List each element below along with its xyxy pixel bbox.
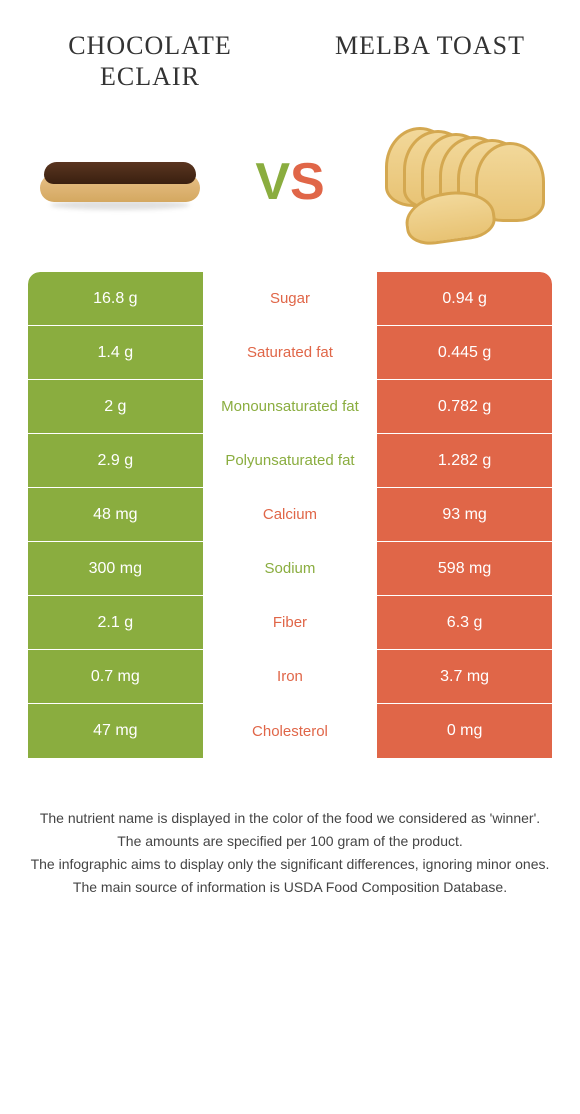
nutrient-label: Monounsaturated fat bbox=[203, 380, 378, 433]
value-left: 2.1 g bbox=[28, 596, 203, 649]
footnote-line: The infographic aims to display only the… bbox=[28, 854, 552, 875]
nutrient-label: Iron bbox=[203, 650, 378, 703]
value-right: 598 mg bbox=[377, 542, 552, 595]
value-left: 2.9 g bbox=[28, 434, 203, 487]
table-row: 1.4 gSaturated fat0.445 g bbox=[28, 326, 552, 380]
value-right: 3.7 mg bbox=[377, 650, 552, 703]
nutrient-label: Sugar bbox=[203, 272, 378, 325]
value-right: 6.3 g bbox=[377, 596, 552, 649]
value-left: 16.8 g bbox=[28, 272, 203, 325]
table-row: 300 mgSodium598 mg bbox=[28, 542, 552, 596]
value-left: 48 mg bbox=[28, 488, 203, 541]
vs-label: VS bbox=[255, 152, 324, 212]
table-row: 0.7 mgIron3.7 mg bbox=[28, 650, 552, 704]
value-right: 0.445 g bbox=[377, 326, 552, 379]
nutrient-label: Sodium bbox=[203, 542, 378, 595]
value-right: 0.782 g bbox=[377, 380, 552, 433]
value-right: 0 mg bbox=[377, 704, 552, 758]
value-right: 93 mg bbox=[377, 488, 552, 541]
nutrition-table: 16.8 gSugar0.94 g1.4 gSaturated fat0.445… bbox=[28, 272, 552, 758]
table-row: 2.1 gFiber6.3 g bbox=[28, 596, 552, 650]
title-left: CHOCOLATE ECLAIR bbox=[50, 30, 250, 92]
nutrient-label: Fiber bbox=[203, 596, 378, 649]
footnote-line: The amounts are specified per 100 gram o… bbox=[28, 831, 552, 852]
melba-image bbox=[370, 122, 550, 242]
table-row: 48 mgCalcium93 mg bbox=[28, 488, 552, 542]
nutrient-label: Calcium bbox=[203, 488, 378, 541]
footnote-line: The nutrient name is displayed in the co… bbox=[28, 808, 552, 829]
table-row: 2.9 gPolyunsaturated fat1.282 g bbox=[28, 434, 552, 488]
vs-v: V bbox=[255, 153, 290, 211]
value-left: 2 g bbox=[28, 380, 203, 433]
vs-s: S bbox=[290, 153, 325, 211]
nutrient-label: Cholesterol bbox=[203, 704, 378, 758]
header: CHOCOLATE ECLAIR MELBA TOAST bbox=[0, 0, 580, 102]
value-left: 300 mg bbox=[28, 542, 203, 595]
table-row: 2 gMonounsaturated fat0.782 g bbox=[28, 380, 552, 434]
value-right: 0.94 g bbox=[377, 272, 552, 325]
table-row: 47 mgCholesterol0 mg bbox=[28, 704, 552, 758]
value-left: 1.4 g bbox=[28, 326, 203, 379]
value-left: 47 mg bbox=[28, 704, 203, 758]
footnotes: The nutrient name is displayed in the co… bbox=[28, 808, 552, 898]
footnote-line: The main source of information is USDA F… bbox=[28, 877, 552, 898]
nutrient-label: Polyunsaturated fat bbox=[203, 434, 378, 487]
value-right: 1.282 g bbox=[377, 434, 552, 487]
value-left: 0.7 mg bbox=[28, 650, 203, 703]
eclair-image bbox=[30, 122, 210, 242]
title-right: MELBA TOAST bbox=[330, 30, 530, 92]
table-row: 16.8 gSugar0.94 g bbox=[28, 272, 552, 326]
vs-row: VS bbox=[0, 102, 580, 272]
nutrient-label: Saturated fat bbox=[203, 326, 378, 379]
